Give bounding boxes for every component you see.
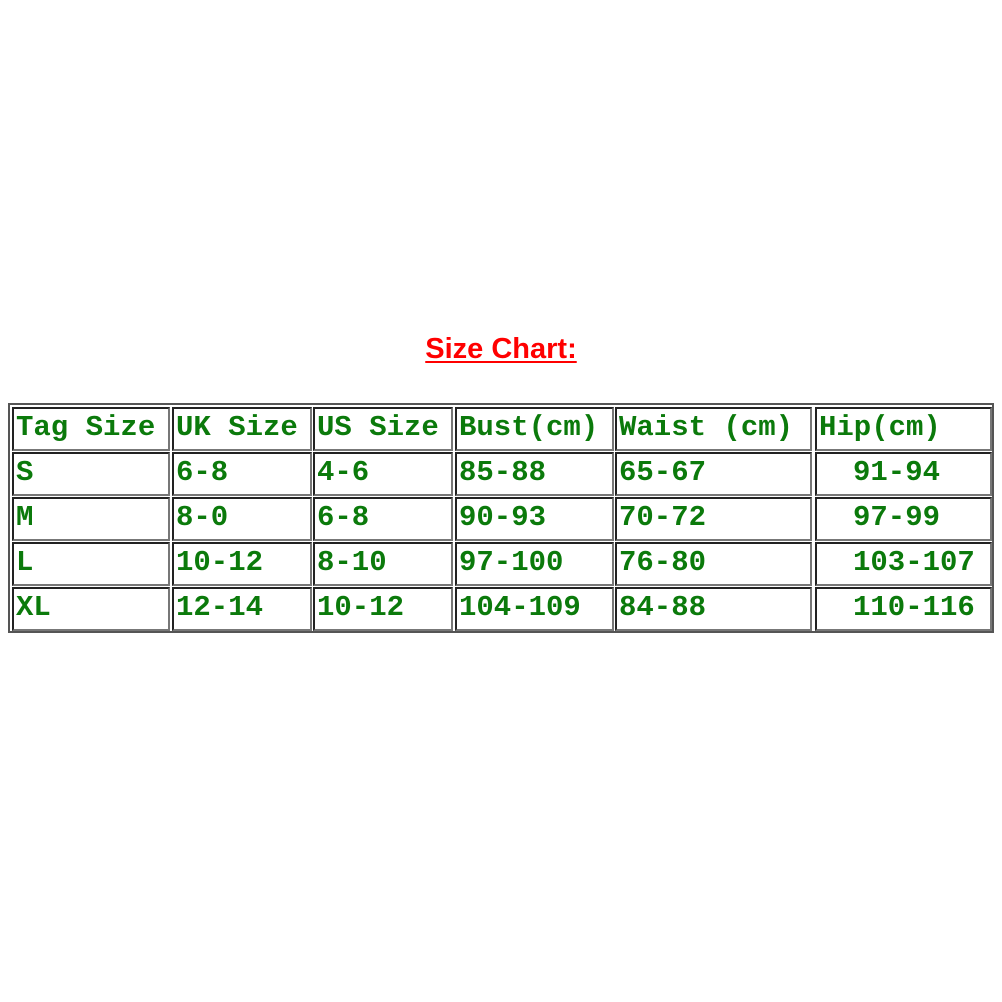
cell-bust: 104-109 [455, 587, 614, 631]
header-waist: Waist (cm) [615, 407, 812, 451]
cell-tag-size: XL [12, 587, 170, 631]
cell-uk-size: 12-14 [172, 587, 312, 631]
cell-waist: 76-80 [615, 542, 812, 586]
size-chart-title: Size Chart: [425, 333, 577, 365]
header-bust: Bust(cm) [455, 407, 614, 451]
cell-uk-size: 8-0 [172, 497, 312, 541]
cell-us-size: 8-10 [313, 542, 453, 586]
header-us-size: US Size [313, 407, 453, 451]
cell-tag-size: L [12, 542, 170, 586]
cell-waist: 70-72 [615, 497, 812, 541]
cell-uk-size: 6-8 [172, 452, 312, 496]
header-tag-size: Tag Size [12, 407, 170, 451]
cell-us-size: 6-8 [313, 497, 453, 541]
header-hip: Hip(cm) [815, 407, 992, 451]
cell-uk-size: 10-12 [172, 542, 312, 586]
cell-waist: 84-88 [615, 587, 812, 631]
size-chart-table: Tag Size UK Size US Size Bust(cm) Waist (cm)… [8, 403, 994, 633]
cell-hip: 103-107 [815, 542, 992, 586]
cell-us-size: 4-6 [313, 452, 453, 496]
cell-hip: 97-99 [815, 497, 992, 541]
cell-bust: 90-93 [455, 497, 614, 541]
header-uk-size: UK Size [172, 407, 312, 451]
cell-bust: 85-88 [455, 452, 614, 496]
cell-us-size: 10-12 [313, 587, 453, 631]
cell-hip: 110-116 [815, 587, 992, 631]
cell-waist: 65-67 [615, 452, 812, 496]
cell-tag-size: M [12, 497, 170, 541]
cell-bust: 97-100 [455, 542, 614, 586]
cell-hip: 91-94 [815, 452, 992, 496]
cell-tag-size: S [12, 452, 170, 496]
